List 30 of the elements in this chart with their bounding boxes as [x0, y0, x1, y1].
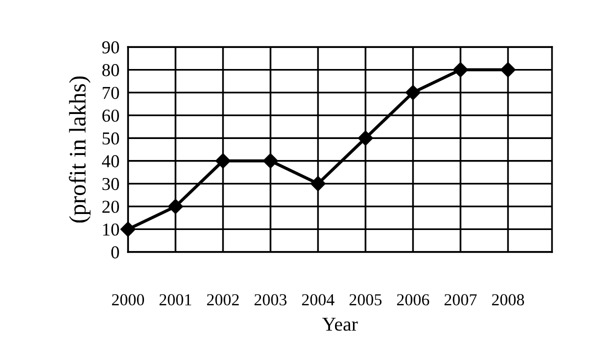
point: [168, 198, 184, 214]
y-tick-label: 90: [102, 41, 119, 54]
point: [262, 153, 278, 168]
point: [310, 176, 326, 192]
point: [358, 130, 374, 146]
point: [452, 62, 468, 78]
point: [500, 62, 516, 78]
y-tick-label: 30: [102, 178, 119, 190]
y-tick-label: 0: [111, 246, 119, 258]
x-tick-label: 2004: [302, 294, 334, 306]
x-tick-label: 2006: [397, 294, 430, 306]
x-tick-label: 2002: [207, 294, 239, 306]
x-tick-label: 2005: [350, 294, 382, 306]
x-tick-label: 2007: [444, 294, 477, 306]
point: [215, 153, 231, 168]
y-tick-label: 40: [102, 155, 119, 168]
point: [120, 222, 136, 237]
x-tick-label: 2003: [254, 294, 287, 306]
x-tick-label: 2000: [112, 294, 144, 306]
y-tick-label: 20: [102, 200, 119, 213]
y-tick-label: 80: [102, 64, 119, 76]
y-tick-label: 10: [103, 223, 119, 236]
x-axis-title: Year: [322, 318, 358, 331]
y-tick-label: 70: [102, 86, 119, 99]
y-tick-label: 50: [102, 132, 119, 145]
y-tick-label: 60: [102, 110, 119, 122]
x-tick-label: 2001: [160, 294, 192, 306]
y-axis-title: (profit in lakhs): [68, 76, 90, 223]
x-tick-label: 2008: [492, 294, 524, 306]
point: [405, 84, 421, 100]
